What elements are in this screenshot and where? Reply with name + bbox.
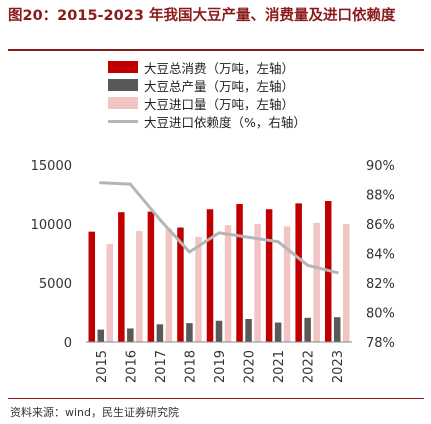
- bar-production: [156, 324, 164, 342]
- y-left-tick-label: 0: [64, 336, 72, 351]
- x-tick-label: 2017: [154, 350, 169, 383]
- line-point-dependency: [306, 263, 310, 267]
- source-note: 资料来源：wind，民生证券研究院: [10, 406, 180, 419]
- bar-import: [195, 236, 202, 342]
- legend-swatch-consumption: [108, 61, 138, 73]
- line-point-dependency: [276, 240, 280, 244]
- bar-production: [304, 317, 311, 342]
- chart-title: 图20：2015-2023 年我国大豆产量、消费量及进口依赖度: [8, 8, 396, 24]
- bar-import: [165, 228, 173, 342]
- y-right-tick-label: 78%: [366, 336, 395, 351]
- legend-swatch-production: [108, 79, 138, 91]
- bar-import: [313, 222, 320, 342]
- y-left-tick-label: 15000: [31, 159, 72, 174]
- bar-consumption: [147, 211, 155, 342]
- x-tick-label: 2018: [183, 350, 198, 383]
- line-point-dependency: [247, 235, 251, 239]
- bar-production: [245, 318, 252, 342]
- x-tick-label: 2022: [302, 350, 317, 383]
- x-tick-label: 2020: [243, 350, 258, 383]
- legend: 大豆总消费（万吨，左轴） 大豆总产量（万吨，左轴） 大豆进口量（万吨，左轴） 大…: [108, 58, 306, 130]
- legend-item-import: 大豆进口量（万吨，左轴）: [108, 94, 306, 112]
- bar-consumption: [177, 227, 184, 342]
- bar-production: [97, 329, 105, 342]
- legend-swatch-dependency: [108, 119, 138, 123]
- line-point-dependency: [99, 181, 103, 185]
- legend-item-dependency: 大豆进口依赖度（%，右轴）: [108, 112, 306, 130]
- bar-consumption: [295, 203, 302, 342]
- y-right-tick-label: 84%: [366, 248, 395, 263]
- legend-item-production: 大豆总产量（万吨，左轴）: [108, 76, 306, 94]
- line-point-dependency: [335, 271, 339, 275]
- bar-consumption: [206, 209, 214, 342]
- y-right-tick-label: 90%: [366, 159, 395, 174]
- bar-production: [186, 323, 193, 342]
- bar-import: [283, 226, 291, 342]
- bar-production: [333, 317, 341, 342]
- bar-import: [254, 224, 261, 342]
- bar-consumption: [118, 212, 125, 342]
- x-tick-label: 2019: [213, 350, 228, 383]
- legend-label-dependency: 大豆进口依赖度（%，右轴）: [144, 114, 306, 130]
- line-point-dependency: [128, 182, 132, 186]
- line-point-dependency: [187, 250, 191, 254]
- bar-production: [127, 328, 134, 342]
- footer-divider: [8, 398, 424, 399]
- title-divider: [8, 49, 424, 51]
- y-right-tick-label: 82%: [366, 277, 395, 292]
- x-tick-label: 2015: [95, 350, 110, 383]
- y-right-tick-label: 80%: [366, 307, 395, 322]
- bar-consumption: [88, 231, 96, 342]
- y-left-tick-label: 10000: [31, 218, 72, 233]
- legend-swatch-import: [108, 97, 138, 109]
- x-tick-label: 2023: [331, 350, 346, 383]
- x-tick-label: 2016: [124, 350, 139, 383]
- bar-import: [224, 225, 232, 342]
- bar-import: [106, 244, 114, 342]
- bar-production: [215, 320, 223, 342]
- line-point-dependency: [217, 231, 221, 235]
- bar-import: [342, 224, 350, 342]
- y-right-tick-label: 88%: [366, 189, 395, 204]
- bar-consumption: [236, 203, 243, 342]
- legend-label-import: 大豆进口量（万吨，左轴）: [144, 96, 295, 112]
- legend-label-production: 大豆总产量（万吨，左轴）: [144, 78, 295, 94]
- y-left-tick-label: 5000: [39, 277, 72, 292]
- legend-label-consumption: 大豆总消费（万吨，左轴）: [144, 60, 295, 76]
- x-tick-label: 2021: [272, 350, 287, 383]
- line-point-dependency: [158, 218, 162, 222]
- bar-import: [136, 231, 143, 342]
- bar-consumption: [265, 209, 273, 342]
- legend-item-consumption: 大豆总消费（万吨，左轴）: [108, 58, 306, 76]
- bar-production: [274, 322, 282, 342]
- y-right-tick-label: 86%: [366, 218, 395, 233]
